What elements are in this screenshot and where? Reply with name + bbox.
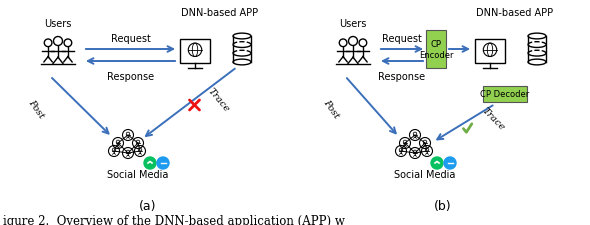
FancyBboxPatch shape	[483, 87, 527, 103]
FancyBboxPatch shape	[426, 31, 446, 69]
Bar	[475, 40, 505, 64]
Text: Trace: Trace	[205, 86, 231, 113]
Bar	[180, 40, 210, 64]
Circle shape	[144, 157, 156, 169]
Circle shape	[157, 157, 169, 169]
Circle shape	[444, 157, 456, 169]
Text: Post: Post	[27, 98, 45, 120]
Text: Post: Post	[322, 98, 340, 120]
Text: (b): (b)	[434, 199, 452, 212]
Text: Request: Request	[110, 34, 150, 44]
Text: (a): (a)	[139, 199, 157, 212]
Text: CP Decoder: CP Decoder	[480, 90, 530, 99]
Text: DNN-based APP: DNN-based APP	[182, 8, 258, 18]
Text: igure 2.  Overview of the DNN-based application (APP) w: igure 2. Overview of the DNN-based appli…	[3, 214, 345, 225]
Text: CP
Encoder: CP Encoder	[419, 40, 453, 59]
Text: Response: Response	[378, 72, 425, 82]
Text: Users: Users	[339, 19, 367, 29]
Text: Request: Request	[382, 34, 422, 44]
Text: Response: Response	[107, 72, 154, 82]
Text: Social Media: Social Media	[107, 169, 169, 179]
Circle shape	[431, 157, 443, 169]
Text: DNN-based APP: DNN-based APP	[477, 8, 553, 18]
Text: Social Media: Social Media	[394, 169, 455, 179]
Text: Trace: Trace	[480, 105, 506, 132]
Text: Users: Users	[44, 19, 72, 29]
